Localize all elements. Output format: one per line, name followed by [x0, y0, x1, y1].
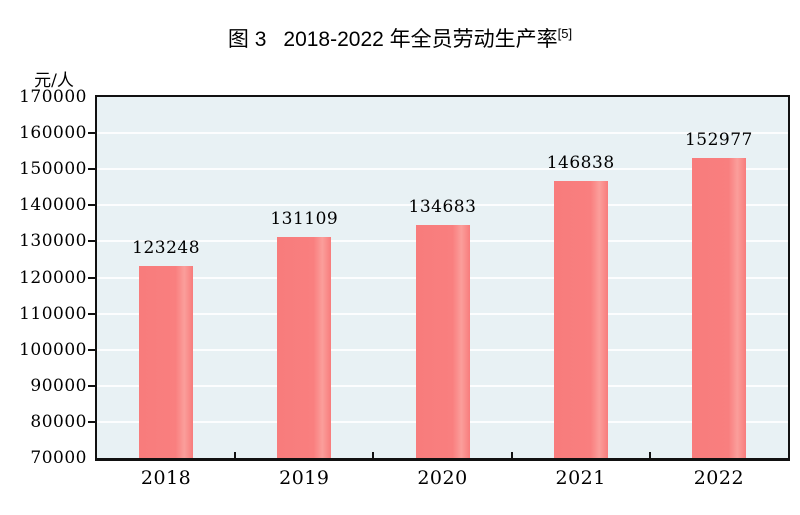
x-axis-tick-3	[510, 452, 513, 458]
y-axis-unit-label: 元/人	[34, 71, 74, 91]
x-axis-category-label-2022: 2022	[693, 467, 745, 489]
x-axis-tick-1	[234, 452, 237, 458]
y-axis-tick-label-170000: 170000	[19, 87, 87, 107]
x-axis-category-label-2018: 2018	[140, 467, 192, 489]
gridline-160000	[97, 132, 788, 135]
bar-value-label-2022: 152977	[684, 130, 753, 151]
x-axis: 2018 2019 2020 2021 2022	[0, 467, 800, 495]
chart-title-prefix: 图 3	[227, 28, 267, 51]
bar-2019	[277, 237, 332, 458]
y-axis-tick-120000	[88, 276, 95, 279]
y-axis-tick-140000	[88, 204, 95, 207]
bar-value-label-2021: 146838	[546, 152, 615, 173]
y-axis-tick-100000	[88, 348, 95, 351]
plot-area: 123248 131109 134683 146838 152977	[88, 95, 790, 461]
y-axis-tick-label-160000: 160000	[19, 123, 87, 144]
bar-2021	[553, 180, 608, 458]
y-axis-tick-110000	[88, 312, 95, 315]
y-axis-tick-80000	[88, 420, 95, 423]
bar-2020	[415, 224, 470, 458]
y-axis-tick-130000	[88, 240, 95, 243]
y-axis: 70000 80000 90000 100000 110000 120000 130000 1…	[0, 0, 87, 515]
y-axis-tick-150000	[88, 168, 95, 171]
y-axis-tick-label-130000: 130000	[19, 231, 87, 252]
x-axis-category-label-2019: 2019	[279, 467, 330, 489]
y-axis-tick-label-140000: 140000	[19, 195, 87, 216]
x-axis-tick-2	[372, 452, 375, 458]
y-axis-tick-label-150000: 150000	[19, 159, 87, 180]
gridline-150000	[97, 168, 788, 171]
chart-title: 图 3 2018-2022 年全员劳动生产率[5]	[0, 23, 800, 53]
bar-2018	[139, 265, 194, 458]
y-axis-tick-label-90000: 90000	[30, 375, 87, 396]
y-axis-tick-label-100000: 100000	[19, 339, 87, 360]
bar-2022	[691, 158, 746, 458]
x-axis-tick-4	[648, 452, 651, 458]
y-axis-tick-90000	[88, 384, 95, 387]
bar-value-label-2019: 131109	[270, 209, 339, 230]
x-axis-category-label-2021: 2021	[555, 467, 606, 489]
y-axis-tick-label-80000: 80000	[30, 411, 87, 432]
y-axis-tick-label-120000: 120000	[19, 267, 87, 288]
bar-value-label-2020: 134683	[408, 196, 477, 217]
x-axis-category-label-2020: 2020	[417, 467, 468, 489]
gridline-140000	[97, 204, 788, 207]
y-axis-tick-label-110000: 110000	[19, 303, 87, 324]
chart-title-footnote: [5]	[557, 26, 573, 41]
bar-value-label-2018: 123248	[132, 237, 201, 258]
y-axis-tick-160000	[88, 132, 95, 135]
y-axis-tick-label-70000: 70000	[30, 448, 87, 468]
chart-title-text: 2018-2022 年全员劳动生产率	[283, 28, 558, 51]
